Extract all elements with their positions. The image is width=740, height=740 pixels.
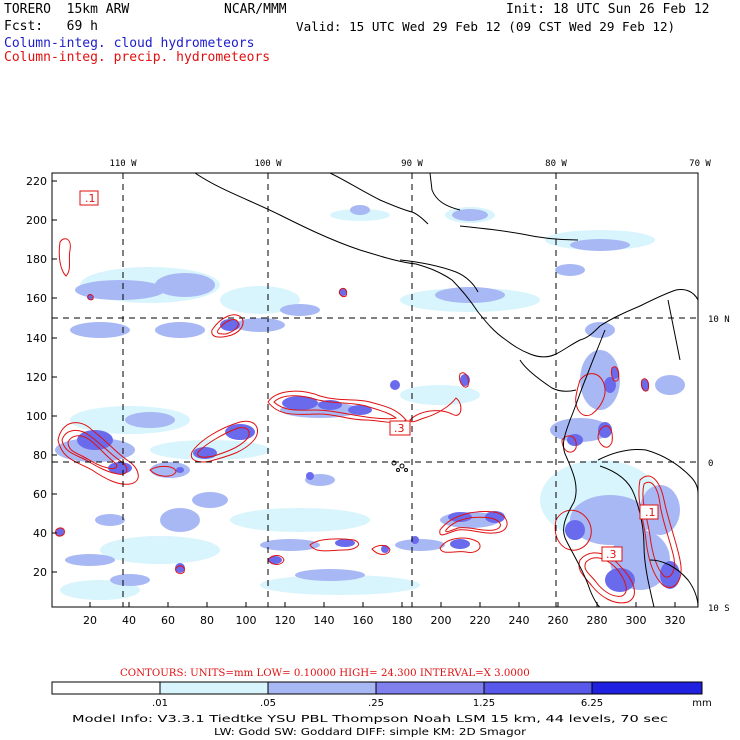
x-tick-120: 120 bbox=[275, 614, 296, 627]
model-info: Model Info: V3.3.1 Tiedtke YSU PBL Thomp… bbox=[72, 714, 668, 738]
galapagos-islands bbox=[391, 460, 408, 472]
y-tick-80: 80 bbox=[33, 449, 47, 462]
lat-10s: 10 S bbox=[708, 604, 730, 614]
x-tick-220: 220 bbox=[470, 614, 491, 627]
contour-info: CONTOURS: UNITS=mm LOW= 0.10000 HIGH= 24… bbox=[120, 668, 530, 679]
x-tick-60: 60 bbox=[161, 614, 175, 627]
colorbar-bin-5 bbox=[483, 681, 593, 695]
colorbar-bin-6 bbox=[591, 681, 703, 695]
y-tick-200: 200 bbox=[26, 214, 47, 227]
x-tick-320: 320 bbox=[665, 614, 686, 627]
lat-0: 0 bbox=[708, 459, 713, 469]
lat-10n: 10 N bbox=[708, 315, 730, 325]
colorbar-label-3: .25 bbox=[368, 698, 384, 709]
contour-label-4: .3 bbox=[606, 548, 617, 561]
y-tick-120: 120 bbox=[26, 371, 47, 384]
x-tick-240: 240 bbox=[509, 614, 530, 627]
y-tick-160: 160 bbox=[26, 292, 47, 305]
cloud-shading bbox=[55, 205, 685, 600]
colorbar bbox=[51, 681, 703, 695]
y-tick-140: 140 bbox=[26, 332, 47, 345]
contour-label-1: .1 bbox=[85, 192, 96, 205]
model-title: TORERO 15km ARW bbox=[4, 2, 130, 17]
model-info-line2: LW: Godd SW: Goddard DIFF: simple KM: 2D… bbox=[214, 727, 527, 738]
precip-contours bbox=[55, 238, 682, 604]
x-tick-280: 280 bbox=[587, 614, 608, 627]
model-info-line1: Model Info: V3.3.1 Tiedtke YSU PBL Thomp… bbox=[72, 714, 668, 725]
coastlines bbox=[194, 173, 698, 607]
colorbar-bin-1 bbox=[51, 681, 161, 695]
contour-label-boxes bbox=[79, 190, 659, 562]
contour-label-2: .3 bbox=[394, 422, 405, 435]
y-tick-220: 220 bbox=[26, 175, 47, 188]
lon-110w: 110 W bbox=[109, 159, 137, 169]
lon-100w: 100 W bbox=[254, 159, 282, 169]
lon-80w: 80 W bbox=[545, 159, 567, 169]
x-tick-80: 80 bbox=[200, 614, 214, 627]
contour-labels: .1 .3 .1 .3 bbox=[85, 192, 656, 561]
lon-90w: 90 W bbox=[401, 159, 423, 169]
legend-cloud: Column-integ. cloud hydrometeors bbox=[4, 36, 255, 51]
legend-precip: Column-integ. precip. hydrometeors bbox=[4, 50, 271, 65]
y-tick-180: 180 bbox=[26, 253, 47, 266]
x-tick-160: 160 bbox=[353, 614, 374, 627]
colorbar-labels: .01 .05 .25 1.25 6.25 mm bbox=[152, 698, 712, 709]
valid-time: Valid: 15 UTC Wed 29 Feb 12 (09 CST Wed … bbox=[296, 19, 676, 34]
plot-frame bbox=[51, 172, 699, 608]
x-tick-300: 300 bbox=[626, 614, 647, 627]
x-tick-260: 260 bbox=[548, 614, 569, 627]
x-tick-20: 20 bbox=[83, 614, 97, 627]
y-tick-20: 20 bbox=[33, 566, 47, 579]
colorbar-label-1: .01 bbox=[152, 698, 168, 709]
colorbar-label-4: 1.25 bbox=[473, 698, 495, 709]
colorbar-unit: mm bbox=[692, 698, 711, 709]
lon-70w: 70 W bbox=[689, 159, 711, 169]
x-tick-180: 180 bbox=[392, 614, 413, 627]
graticule bbox=[52, 173, 698, 607]
colorbar-bin-2 bbox=[159, 681, 269, 695]
y-axis-labels: 220 200 180 160 140 120 100 80 60 40 20 bbox=[26, 175, 47, 579]
x-tick-40: 40 bbox=[122, 614, 136, 627]
y-tick-40: 40 bbox=[33, 527, 47, 540]
contour-label-3: .1 bbox=[645, 506, 656, 519]
x-tick-200: 200 bbox=[431, 614, 452, 627]
init-time: Init: 18 UTC Sun 26 Feb 12 bbox=[506, 2, 710, 17]
latitude-labels: 10 N 0 10 S bbox=[708, 315, 730, 614]
x-tick-140: 140 bbox=[314, 614, 335, 627]
x-axis-labels: 20 40 60 80 100 120 140 160 180 200 220 … bbox=[83, 614, 686, 627]
longitude-labels: 110 W 100 W 90 W 80 W 70 W bbox=[109, 159, 711, 169]
y-tick-60: 60 bbox=[33, 488, 47, 501]
colorbar-bin-4 bbox=[375, 681, 485, 695]
forecast-hour: Fcst: 69 h bbox=[4, 19, 98, 34]
colorbar-bin-3 bbox=[267, 681, 377, 695]
x-tick-100: 100 bbox=[236, 614, 257, 627]
tick-marks bbox=[52, 180, 676, 607]
y-tick-100: 100 bbox=[26, 410, 47, 423]
center-name: NCAR/MMM bbox=[224, 2, 287, 17]
colorbar-label-2: .05 bbox=[260, 698, 276, 709]
colorbar-label-5: 6.25 bbox=[581, 698, 603, 709]
